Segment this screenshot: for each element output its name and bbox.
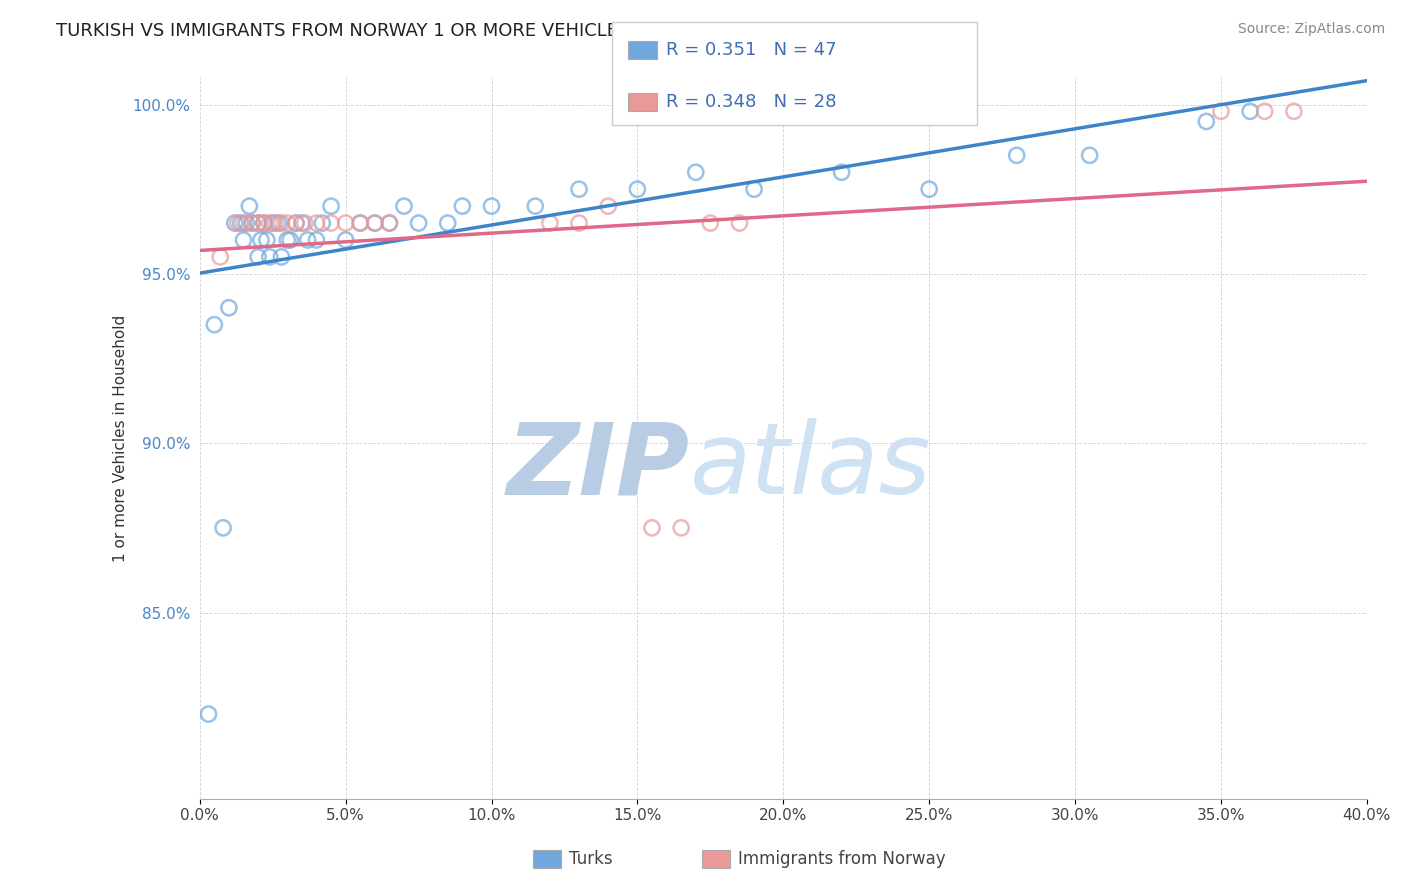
Point — [270, 216, 292, 230]
Text: TURKISH VS IMMIGRANTS FROM NORWAY 1 OR MORE VEHICLES IN HOUSEHOLD CORRELATION CH: TURKISH VS IMMIGRANTS FROM NORWAY 1 OR M… — [56, 22, 976, 40]
Point — [1005, 148, 1028, 162]
Point — [305, 233, 328, 247]
Point — [364, 216, 387, 230]
Point — [276, 216, 298, 230]
Y-axis label: 1 or more Vehicles in Household: 1 or more Vehicles in Household — [114, 315, 128, 562]
Point — [349, 216, 371, 230]
Point — [276, 233, 298, 247]
Point — [232, 216, 254, 230]
Point — [699, 216, 721, 230]
Point — [262, 216, 284, 230]
Point — [238, 199, 260, 213]
Point — [1078, 148, 1101, 162]
Point — [641, 521, 664, 535]
Point — [264, 216, 287, 230]
Point — [598, 199, 620, 213]
Point — [378, 216, 401, 230]
Text: Turks: Turks — [569, 850, 613, 868]
Point — [232, 233, 254, 247]
Point — [247, 216, 270, 230]
Point — [259, 250, 281, 264]
Point — [291, 216, 314, 230]
Point — [209, 250, 232, 264]
Point — [408, 216, 430, 230]
Point — [253, 216, 276, 230]
Point — [218, 301, 240, 315]
Point — [1253, 104, 1275, 119]
Point — [436, 216, 458, 230]
Point — [197, 707, 219, 722]
Point — [568, 182, 591, 196]
Point — [226, 216, 249, 230]
Point — [319, 199, 342, 213]
Point — [1239, 104, 1261, 119]
Point — [229, 216, 252, 230]
Point — [1195, 114, 1218, 128]
Point — [451, 199, 474, 213]
Point — [364, 216, 387, 230]
Point — [349, 216, 371, 230]
Point — [247, 250, 270, 264]
Point — [259, 216, 281, 230]
Point — [267, 216, 290, 230]
Point — [250, 233, 273, 247]
Point — [918, 182, 941, 196]
Text: ZIP: ZIP — [508, 418, 690, 516]
Point — [294, 216, 316, 230]
Point — [253, 216, 276, 230]
Point — [224, 216, 246, 230]
Text: atlas: atlas — [690, 418, 932, 516]
Point — [311, 216, 333, 230]
Point — [285, 216, 308, 230]
Point — [212, 521, 235, 535]
Point — [285, 216, 308, 230]
Text: Immigrants from Norway: Immigrants from Norway — [738, 850, 946, 868]
Point — [831, 165, 853, 179]
Point — [235, 216, 257, 230]
Point — [392, 199, 415, 213]
Point — [335, 233, 357, 247]
Point — [297, 233, 319, 247]
Point — [481, 199, 503, 213]
Text: Source: ZipAtlas.com: Source: ZipAtlas.com — [1237, 22, 1385, 37]
Point — [568, 216, 591, 230]
Point — [240, 216, 263, 230]
Point — [728, 216, 751, 230]
Point — [319, 216, 342, 230]
Point — [305, 216, 328, 230]
Point — [247, 216, 270, 230]
Point — [626, 182, 648, 196]
Text: R = 0.351   N = 47: R = 0.351 N = 47 — [666, 41, 837, 59]
Point — [1282, 104, 1305, 119]
Text: R = 0.348   N = 28: R = 0.348 N = 28 — [666, 93, 837, 111]
Point — [240, 216, 263, 230]
Point — [538, 216, 561, 230]
Point — [685, 165, 707, 179]
Point — [524, 199, 547, 213]
Point — [335, 216, 357, 230]
Point — [270, 250, 292, 264]
Point — [742, 182, 765, 196]
Point — [1209, 104, 1232, 119]
Point — [202, 318, 225, 332]
Point — [278, 233, 301, 247]
Point — [669, 521, 692, 535]
Point — [256, 233, 278, 247]
Point — [378, 216, 401, 230]
